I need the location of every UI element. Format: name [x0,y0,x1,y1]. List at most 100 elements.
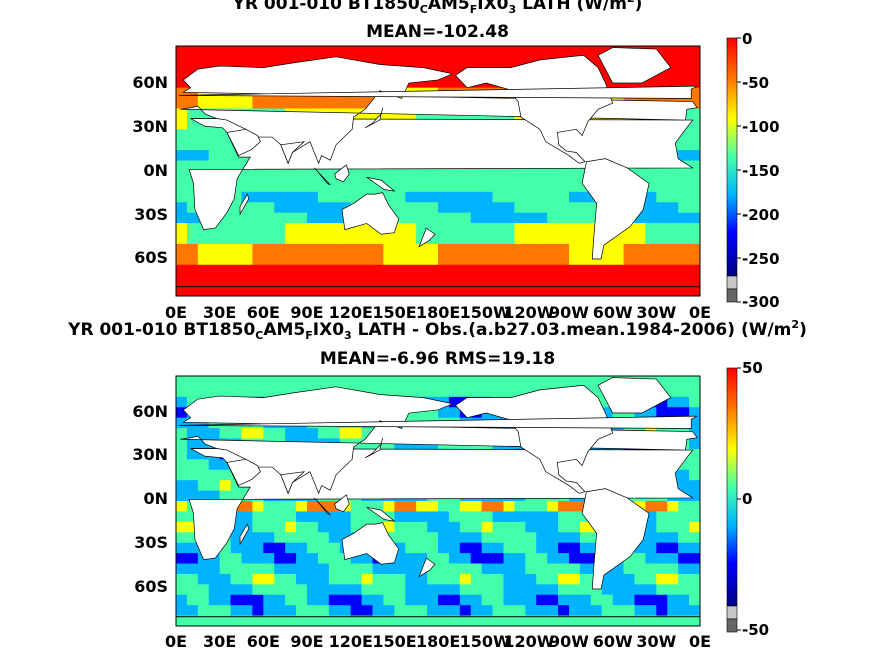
map-border [175,45,701,297]
field-cell [394,511,406,523]
field-cell [197,87,210,99]
field-cell [689,202,700,214]
field-cell [470,223,483,235]
field-cell [525,254,537,266]
field-cell [492,264,505,276]
field-cell [416,521,428,533]
field-cell [503,171,516,183]
field-cell [197,139,210,151]
field-cell [689,264,700,276]
field-cell [328,501,341,513]
top-lat-tick: 30N [132,117,168,136]
field-cell [394,521,406,533]
field-cell [176,129,188,141]
field-cell [503,501,516,513]
field-cell [230,202,243,214]
field-cell [405,542,417,554]
field-cell [427,521,439,533]
field-cell [285,428,297,440]
eurasia-land [180,56,698,165]
field-cell [296,428,308,440]
field-cell [405,386,417,398]
field-cell [307,532,319,544]
field-cell [176,191,188,203]
field-cell [241,285,254,296]
field-cell [285,223,297,235]
field-cell [634,243,647,255]
field-cell [448,563,461,575]
field-cell [525,171,537,183]
field-cell [241,386,254,398]
field-cell [372,264,385,276]
field-cell [230,605,243,617]
field-cell [634,594,647,606]
field-cell [208,469,221,481]
field-cell [569,254,581,266]
field-cell [361,615,374,626]
field-cell [241,584,254,596]
field-cell [525,615,537,626]
field-cell [176,459,188,471]
field-cell [689,254,700,266]
field-cell [558,243,570,255]
field-cell [317,202,330,214]
field-cell [678,285,690,296]
field-cell [689,285,700,296]
field-cell [361,553,374,565]
top-lat-tick: 60S [134,248,168,267]
india_peninsula-land [280,141,306,165]
field-cell [492,501,505,513]
field-cell [678,553,690,565]
bottom-lon-tick: 30E [203,632,237,651]
field-cell [219,480,232,492]
field-cell [689,532,700,544]
field-cell [438,573,450,585]
field-cell [317,181,330,193]
field-cell [241,542,254,554]
field-cell [405,563,417,575]
field-cell [285,56,297,68]
field-cell [481,181,494,193]
field-cell [186,223,199,235]
field-cell [219,254,232,266]
field-cell [569,233,581,245]
field-cell [285,376,297,388]
field-cell [263,191,275,203]
field-cell [634,223,647,235]
field-cell [241,233,254,245]
field-cell [328,223,341,235]
field-cell [503,254,516,266]
field-cell [579,521,592,533]
field-cell [350,46,363,58]
field-cell [689,139,700,151]
field-cell [197,98,210,110]
field-cell [492,243,505,255]
field-cell [350,223,363,235]
field-cell [689,594,700,606]
field-cell [448,46,461,58]
field-cell [503,243,516,255]
field-cell [307,501,319,513]
field-cell [481,223,494,235]
field-cell [274,501,286,513]
field-cell [525,202,537,214]
field-cell [176,212,188,224]
field-cell [525,501,537,513]
field-cell [689,501,700,513]
field-cell [361,594,374,606]
field-cell [569,584,581,596]
field-cell [623,254,636,266]
field-cell [241,573,254,585]
field-cell [525,553,537,565]
field-cell [176,77,188,89]
field-cell [667,386,679,398]
field-cell [459,573,472,585]
field-cell [503,275,516,287]
field-cell [547,46,559,58]
field-cell [274,191,286,203]
field-cell [667,212,679,224]
field-cell [219,386,232,398]
field-cell [416,594,428,606]
field-cell [459,46,472,58]
field-cell [405,212,417,224]
